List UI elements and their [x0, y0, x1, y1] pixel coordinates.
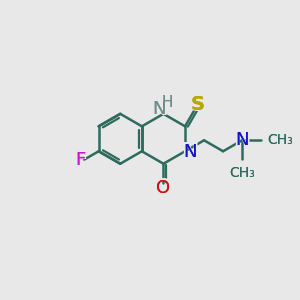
- Text: S: S: [190, 95, 205, 114]
- Text: O: O: [156, 179, 170, 197]
- Text: CH₃: CH₃: [229, 166, 255, 180]
- Text: O: O: [156, 179, 170, 197]
- Text: CH₃: CH₃: [268, 133, 293, 147]
- Text: N: N: [235, 131, 249, 149]
- Text: N: N: [151, 99, 168, 119]
- Text: S: S: [190, 94, 206, 115]
- Text: N: N: [153, 100, 166, 118]
- Text: N: N: [183, 143, 197, 161]
- Text: N: N: [183, 143, 197, 161]
- Text: F: F: [75, 151, 85, 169]
- Text: N: N: [153, 100, 166, 118]
- Text: N: N: [182, 142, 199, 162]
- Text: CH₃: CH₃: [229, 166, 255, 180]
- Text: H: H: [162, 95, 173, 110]
- Text: F: F: [75, 151, 85, 169]
- Text: S: S: [190, 95, 205, 114]
- Text: F: F: [73, 150, 87, 169]
- Text: H: H: [162, 95, 173, 110]
- Text: CH₃: CH₃: [268, 133, 293, 147]
- Text: O: O: [155, 178, 172, 199]
- Text: N: N: [235, 131, 249, 149]
- Text: N: N: [233, 130, 251, 150]
